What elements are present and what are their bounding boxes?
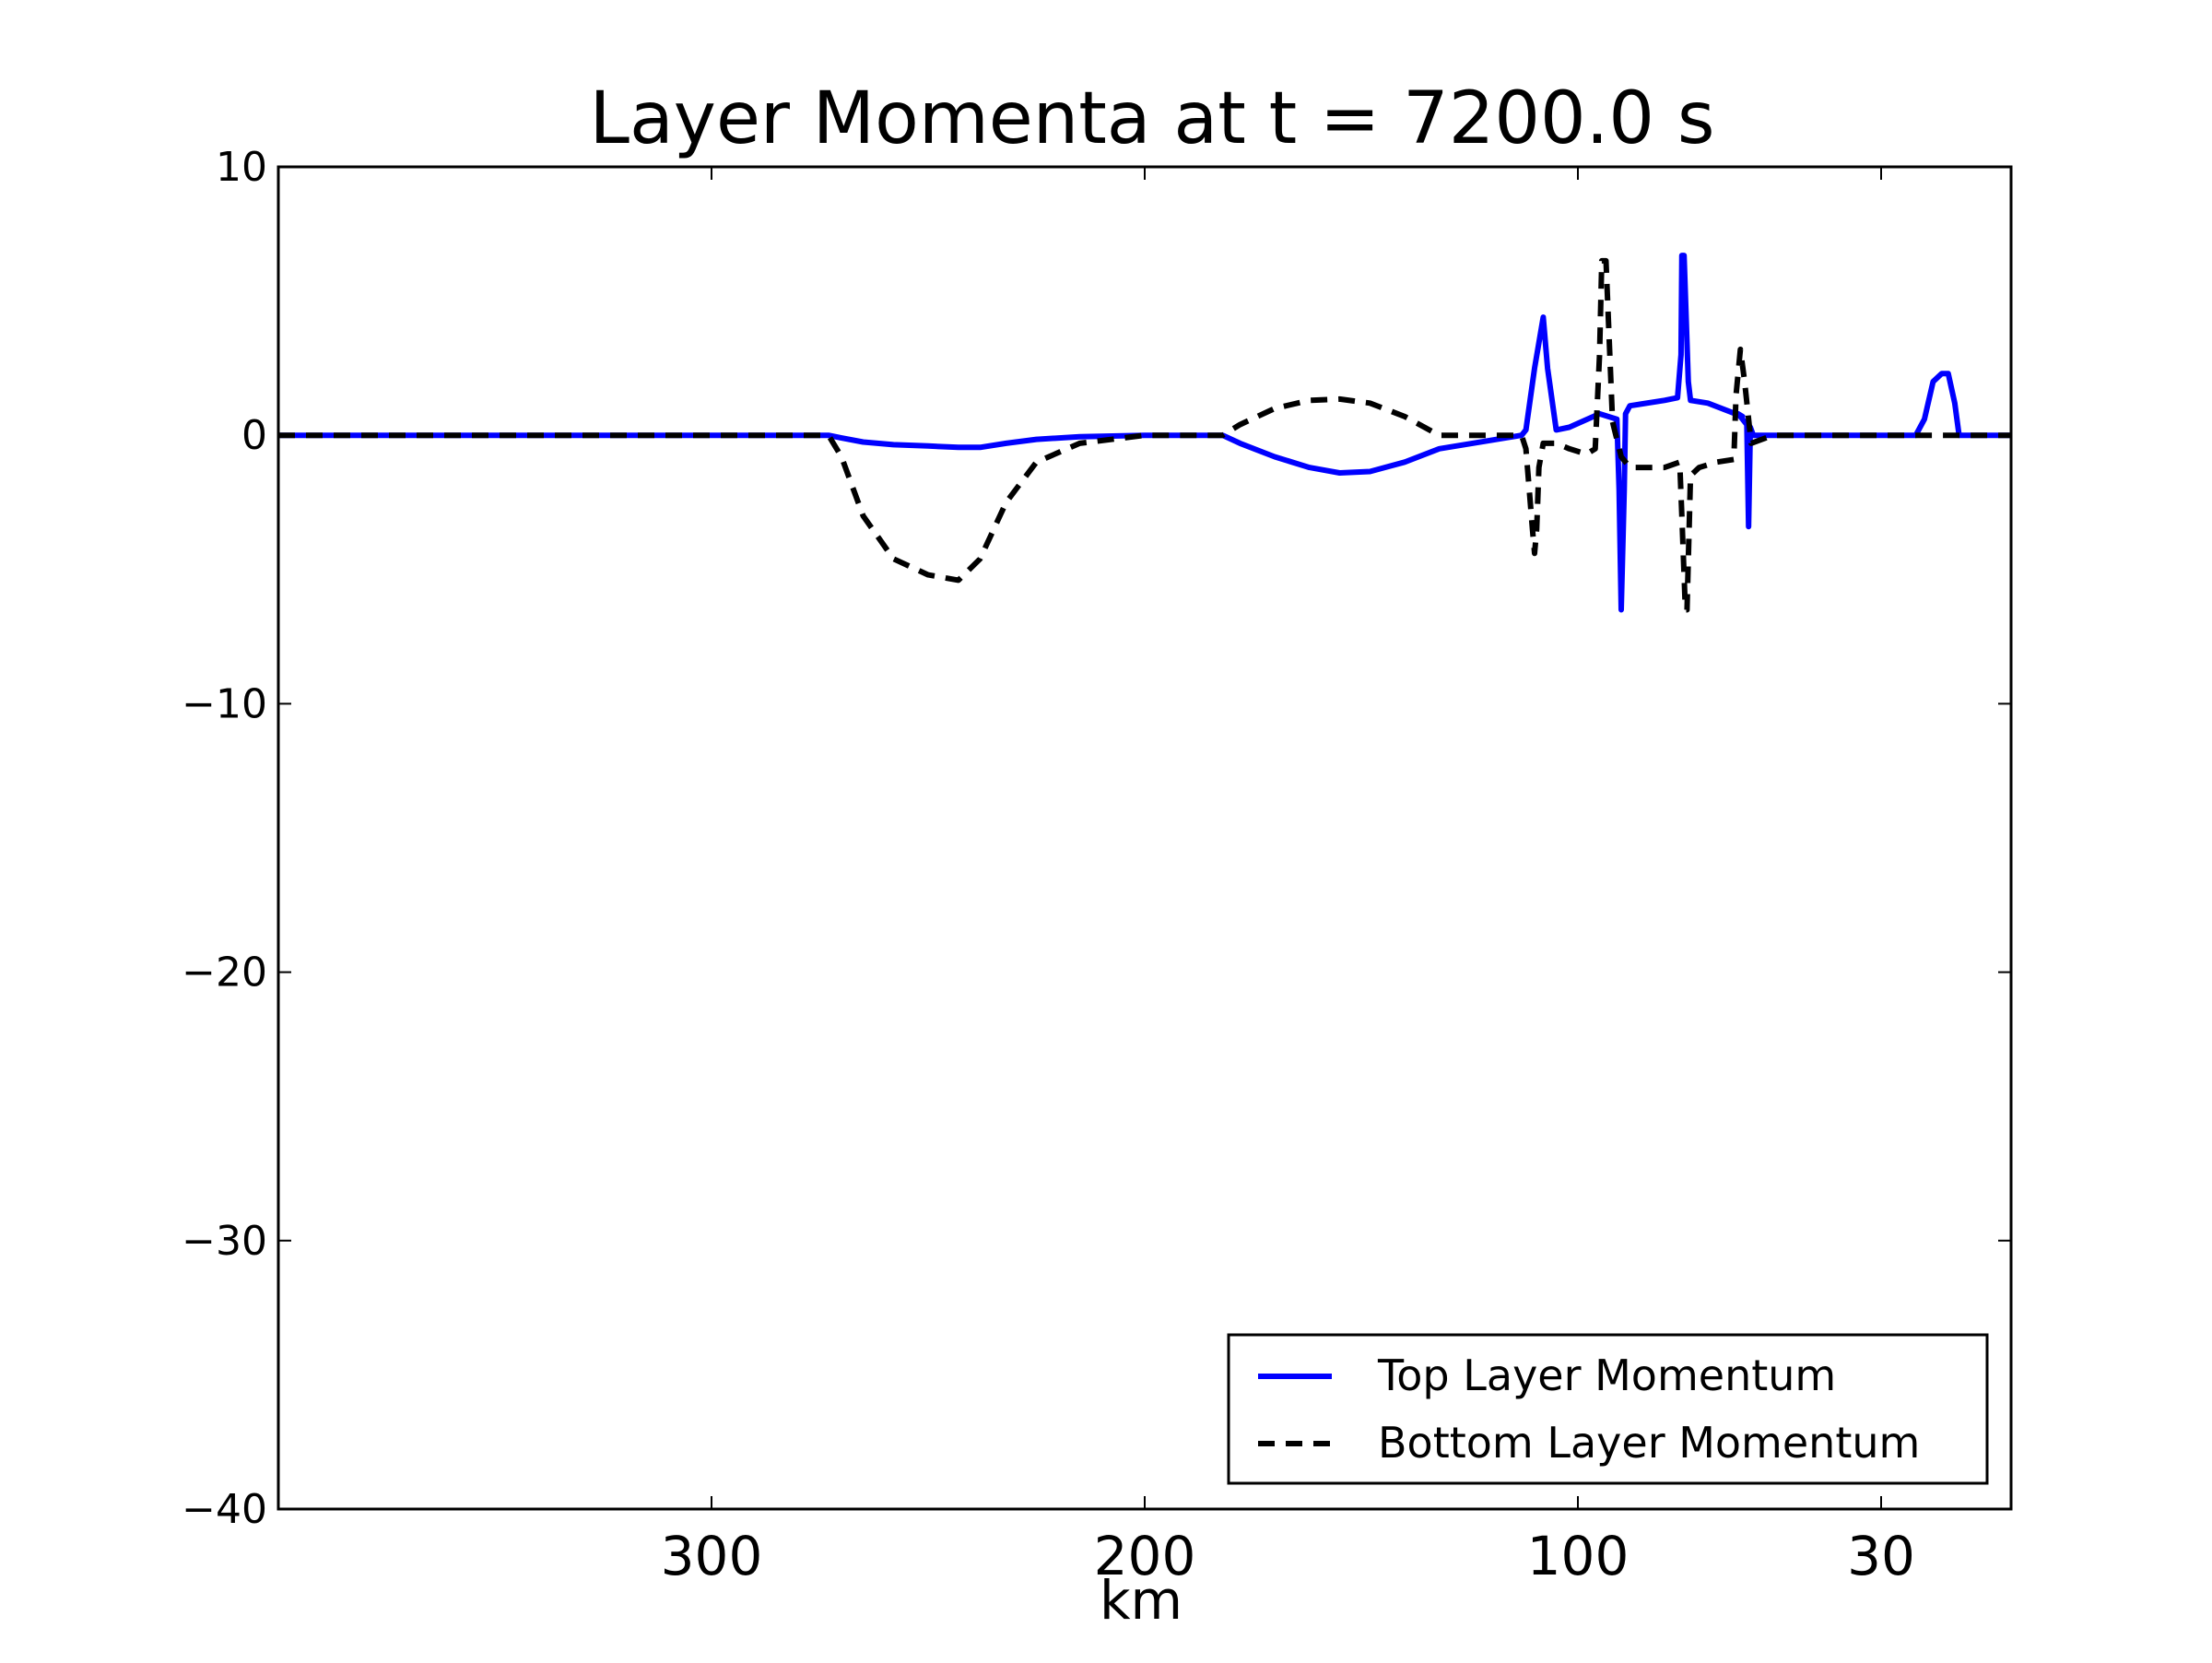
x-tick-label: 300 (661, 1525, 763, 1587)
legend-label: Top Layer Momentum (1377, 1350, 1836, 1400)
chart-title: Layer Momenta at t = 7200.0 s (590, 77, 1715, 160)
series-line-bottom-layer (278, 257, 2011, 613)
series-line-top-layer (278, 253, 2011, 613)
legend: Top Layer Momentum Bottom Layer Momentum (1227, 1333, 1989, 1485)
x-tick-label: 30 (1847, 1525, 1915, 1587)
y-tick-label: −10 (182, 680, 267, 727)
y-tick-label: −40 (182, 1486, 267, 1533)
x-tick-label: 100 (1527, 1525, 1630, 1587)
legend-label: Bottom Layer Momentum (1378, 1418, 1920, 1468)
x-tick-label: 200 (1094, 1525, 1196, 1587)
y-tick-label: −30 (182, 1218, 267, 1265)
x-axis-label: km (1100, 1569, 1182, 1632)
y-tick-label: −20 (182, 949, 267, 997)
y-tick-label: 0 (241, 412, 267, 459)
y-tick-label: 10 (216, 144, 267, 191)
legend-box (1227, 1333, 1989, 1485)
